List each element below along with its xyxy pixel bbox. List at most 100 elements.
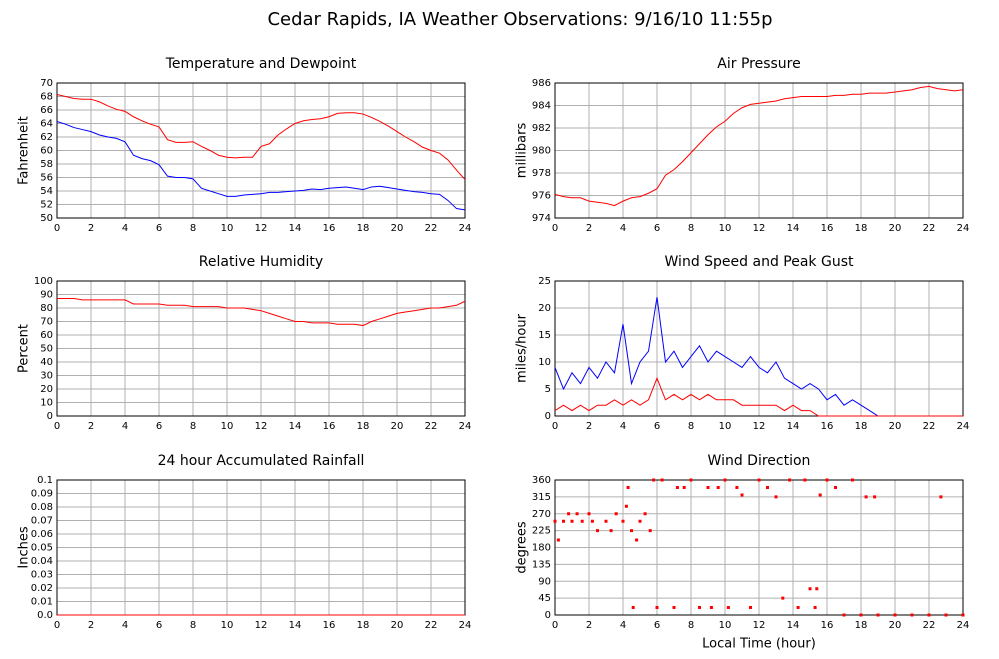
y-tick-label: 0.07	[31, 516, 53, 527]
y-tick-label: 68	[40, 92, 53, 103]
x-tick-label: 6	[156, 620, 162, 631]
x-tick-label: 4	[122, 421, 128, 432]
x-tick-label: 0	[54, 620, 60, 631]
y-tick-label: 52	[40, 200, 53, 211]
scatter-point	[604, 519, 608, 523]
plot-frame	[554, 280, 964, 417]
y-tick-label: 0	[545, 610, 551, 621]
x-tick-label: 18	[357, 620, 370, 631]
x-tick-label: 20	[889, 620, 902, 631]
x-tick-label: 8	[688, 421, 694, 432]
scatter-point	[631, 606, 635, 609]
series-line	[57, 298, 466, 327]
plot-frame	[554, 82, 964, 219]
y-tick-label: 0.09	[31, 489, 53, 500]
x-tick-label: 24	[459, 421, 472, 432]
x-tick-label: 10	[719, 223, 732, 234]
y-tick-label: 135	[532, 559, 551, 570]
x-tick-label: 14	[787, 620, 800, 631]
scatter-point	[709, 606, 713, 609]
scatter-point	[672, 606, 676, 609]
scatter-point	[648, 529, 652, 533]
x-tick-label: 2	[88, 223, 94, 234]
x-tick-label: 22	[923, 223, 936, 234]
scatter-point	[587, 512, 591, 516]
scatter-point	[808, 587, 812, 591]
scatter-point	[726, 606, 730, 609]
scatter-point	[893, 613, 897, 617]
plot-frame	[56, 82, 466, 219]
x-tick-label: 20	[889, 421, 902, 432]
scatter-point	[556, 538, 560, 542]
chart-title: 24 hour Accumulated Rainfall	[158, 453, 365, 469]
scatter-point	[864, 495, 868, 499]
chart-title: Temperature and Dewpoint	[165, 56, 357, 72]
scatter-point	[735, 486, 739, 489]
x-tick-label: 12	[255, 421, 268, 432]
series-line	[56, 120, 466, 211]
x-tick-label: 2	[586, 421, 592, 432]
scatter-point	[813, 606, 817, 609]
y-axis-title: Percent	[17, 324, 32, 373]
series-line	[554, 85, 964, 207]
scatter-point	[660, 478, 664, 482]
x-tick-label: 10	[719, 620, 732, 631]
y-tick-label: 60	[40, 330, 53, 341]
x-tick-label: 22	[425, 223, 438, 234]
x-tick-label: 2	[88, 620, 94, 631]
x-tick-label: 14	[787, 223, 800, 234]
scatter-point	[803, 478, 807, 482]
x-tick-label: 0	[54, 223, 60, 234]
x-tick-label: 22	[923, 421, 936, 432]
y-tick-label: 0.1	[37, 475, 53, 486]
x-tick-label: 2	[88, 421, 94, 432]
plot-frame	[56, 280, 466, 417]
series-line	[554, 376, 963, 417]
y-tick-label: 58	[40, 159, 53, 170]
scatter-point	[723, 478, 727, 482]
scatter-point	[567, 512, 571, 516]
x-tick-label: 18	[855, 223, 868, 234]
y-axis-title: degrees	[515, 521, 530, 574]
x-tick-label: 22	[425, 421, 438, 432]
scatter-point	[842, 613, 846, 617]
y-tick-label: 976	[532, 191, 551, 202]
y-tick-label: 90	[40, 290, 53, 301]
x-tick-label: 12	[255, 223, 268, 234]
x-tick-label: 12	[753, 421, 766, 432]
y-tick-label: 66	[40, 105, 53, 116]
scatter-point	[859, 613, 863, 617]
y-tick-label: 54	[40, 186, 53, 197]
y-tick-label: 0.04	[31, 556, 53, 567]
y-tick-label: 986	[532, 78, 551, 89]
y-axis-title: Fahrenheit	[17, 116, 32, 185]
y-axis-title: Inches	[17, 526, 32, 568]
scatter-point	[796, 606, 800, 609]
x-tick-label: 0	[552, 421, 558, 432]
x-tick-label: 4	[620, 421, 626, 432]
scatter-point	[851, 478, 854, 482]
y-tick-label: 984	[532, 101, 551, 112]
x-tick-label: 12	[753, 223, 766, 234]
chart-title: Wind Speed and Peak Gust	[665, 254, 854, 270]
scatter-point	[682, 486, 686, 489]
chart-title: Relative Humidity	[199, 254, 323, 270]
scatter-point	[766, 486, 769, 489]
scatter-point	[781, 596, 785, 600]
x-tick-label: 0	[54, 421, 60, 432]
x-tick-label: 20	[889, 223, 902, 234]
x-tick-label: 6	[654, 421, 660, 432]
x-tick-label: 24	[459, 223, 472, 234]
x-tick-label: 2	[586, 620, 592, 631]
scatter-point	[630, 529, 633, 533]
scatter-point	[570, 519, 574, 523]
y-tick-label: 25	[538, 276, 551, 287]
scatter-point	[944, 613, 948, 617]
y-tick-label: 0.05	[31, 543, 53, 554]
y-tick-label: 982	[532, 123, 551, 134]
x-tick-label: 22	[923, 620, 936, 631]
y-tick-label: 0.01	[31, 597, 53, 608]
y-tick-label: 40	[40, 357, 53, 368]
